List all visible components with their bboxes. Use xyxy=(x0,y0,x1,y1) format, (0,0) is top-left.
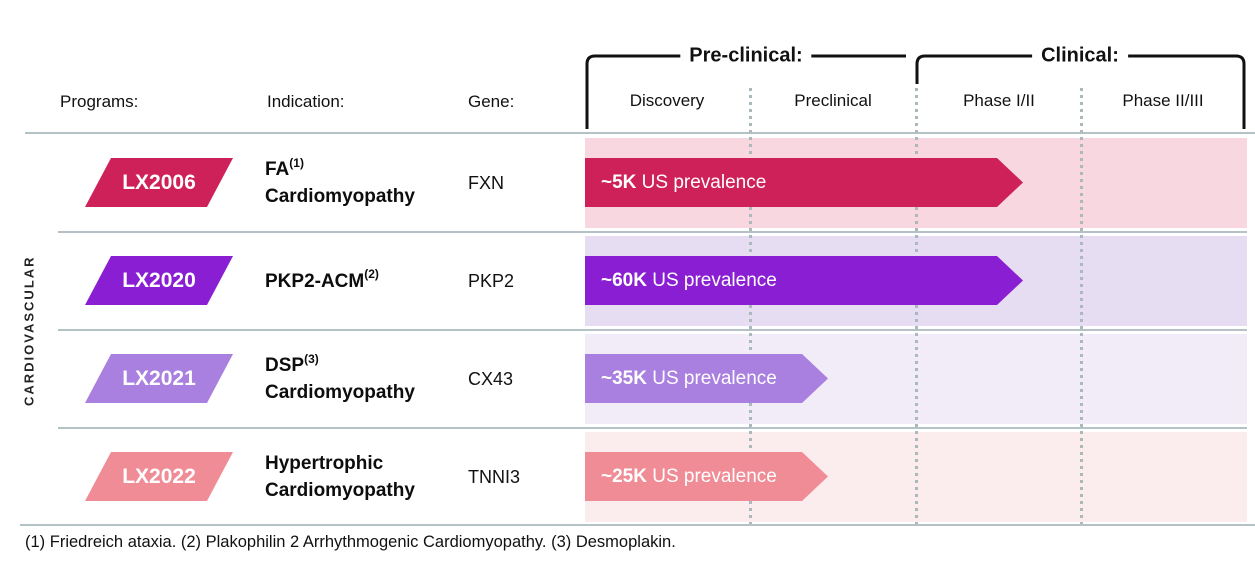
indication-text: FA(1) Cardiomyopathy xyxy=(265,155,415,207)
footnote-marker: (3) xyxy=(304,351,319,366)
progress-arrow: ~60K US prevalence xyxy=(585,256,1023,305)
program-code: LX2020 xyxy=(122,268,196,292)
progress-arrow: ~5K US prevalence xyxy=(585,158,1023,207)
stage-column-label-phase-1-2: Phase I/II xyxy=(963,91,1035,110)
clinical-group-label: Clinical: xyxy=(1032,44,1128,68)
indication-header: Indication: xyxy=(267,92,345,111)
programs-header: Programs: xyxy=(60,92,139,111)
program-chip: LX2021 xyxy=(85,354,233,403)
program-code: LX2022 xyxy=(122,464,196,488)
row-divider xyxy=(58,329,1247,331)
row-divider xyxy=(58,427,1247,429)
gene-name: PKP2 xyxy=(468,270,515,291)
stage-column-label-discovery: Discovery xyxy=(629,91,705,110)
footnote-marker: (2) xyxy=(364,267,379,282)
gene-name: TNNI3 xyxy=(468,466,521,487)
program-row: LX2022 Hypertrophic Cardiomyopathy TNNI3… xyxy=(0,432,1255,522)
stage-divider-dotted xyxy=(915,88,918,524)
gene-name: CX43 xyxy=(468,368,514,389)
program-code: LX2006 xyxy=(122,170,196,194)
preclinical-group-label: Pre-clinical: xyxy=(680,44,812,68)
progress-arrow: ~25K US prevalence xyxy=(585,452,828,501)
stage-column-label-preclinical: Preclinical xyxy=(794,91,872,110)
footnote: (1) Friedreich ataxia. (2) Plakophilin 2… xyxy=(25,533,676,551)
row-divider xyxy=(58,231,1247,233)
program-chip: LX2020 xyxy=(85,256,233,305)
program-chip: LX2006 xyxy=(85,158,233,207)
progress-arrow: ~35K US prevalence xyxy=(585,354,828,403)
indication-text: PKP2-ACM(2) xyxy=(265,267,379,292)
indication-text: DSP(3) Cardiomyopathy xyxy=(265,351,415,403)
program-chip: LX2022 xyxy=(85,452,233,501)
gene-header: Gene: xyxy=(468,92,515,111)
gene-name: FXN xyxy=(468,172,504,193)
header-divider xyxy=(25,132,1255,134)
program-row: LX2021 DSP(3) Cardiomyopathy CX43 ~35K U… xyxy=(0,334,1255,424)
stage-divider-dotted xyxy=(749,88,752,524)
stage-divider-dotted xyxy=(1080,88,1083,524)
footer-divider xyxy=(20,524,1255,526)
prevalence-label: ~60K US prevalence xyxy=(601,269,777,291)
footnote-marker: (1) xyxy=(289,155,304,170)
program-row: LX2006 FA(1) Cardiomyopathy FXN ~5K US p… xyxy=(0,138,1255,228)
indication-text: Hypertrophic Cardiomyopathy xyxy=(265,453,415,501)
stage-column-label-phase-2-3: Phase II/III xyxy=(1122,91,1204,110)
program-row: LX2020 PKP2-ACM(2) PKP2 ~60K US prevalen… xyxy=(0,236,1255,326)
prevalence-label: ~5K US prevalence xyxy=(601,171,767,193)
prevalence-label: ~35K US prevalence xyxy=(601,367,777,389)
program-code: LX2021 xyxy=(122,366,196,390)
prevalence-label: ~25K US prevalence xyxy=(601,465,777,487)
